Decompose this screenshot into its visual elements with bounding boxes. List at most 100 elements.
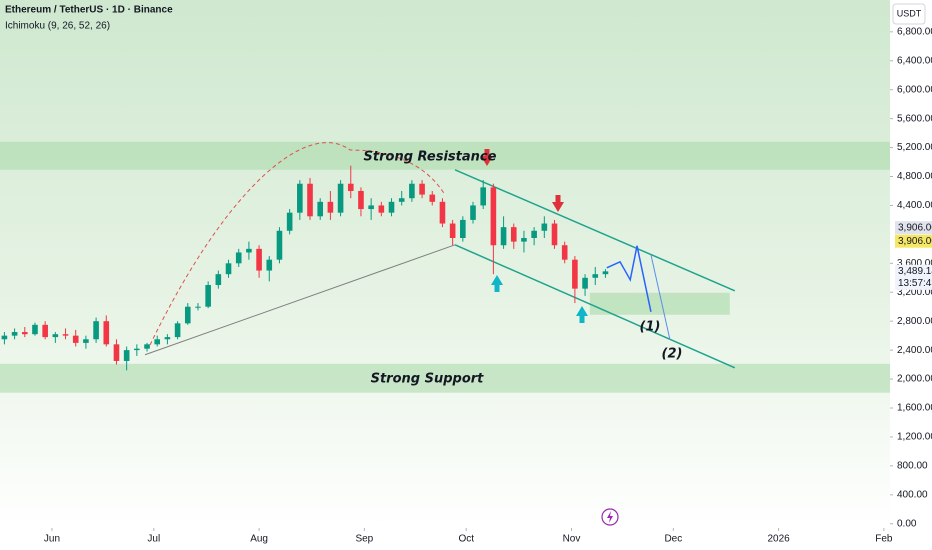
y-tick-label: 3,200.00 <box>897 287 932 298</box>
candle-body <box>164 337 171 340</box>
candle-body <box>144 344 150 349</box>
x-tick-label: Feb <box>875 534 893 545</box>
candle-body <box>286 212 293 231</box>
candle-body <box>113 344 120 361</box>
projection-path <box>650 254 671 340</box>
price-tag-label: 3,906.00 <box>898 236 932 247</box>
candle-body <box>21 332 28 335</box>
projection-label: (2) <box>662 347 683 362</box>
price-zone <box>0 363 890 393</box>
candle-body <box>256 248 262 271</box>
price-tag <box>895 221 932 235</box>
candle-body <box>510 227 517 242</box>
candle-body <box>205 285 211 307</box>
candle-body <box>62 334 69 336</box>
last-price-tag <box>895 264 932 290</box>
target-box <box>589 292 730 315</box>
candle-body <box>490 187 497 246</box>
currency-button[interactable] <box>892 3 926 25</box>
candle-body <box>347 183 354 191</box>
y-tick-label: 2,400.00 <box>897 345 932 356</box>
candle-body <box>297 183 303 213</box>
candle-body <box>470 205 476 220</box>
y-tick-label: 800.00 <box>897 461 928 472</box>
candle-body <box>551 223 558 246</box>
candle-body <box>276 230 283 260</box>
candle-body <box>266 259 273 271</box>
candle-body <box>592 274 599 278</box>
candle-body <box>368 205 374 210</box>
up-arrow <box>491 275 503 285</box>
candle-body <box>449 223 456 238</box>
zone-label: Strong Support <box>371 372 485 387</box>
y-tick-label: 1,600.00 <box>897 403 932 414</box>
y-tick-label: 400.00 <box>897 489 928 500</box>
candle-body <box>225 263 232 275</box>
down-arrow <box>555 195 561 203</box>
currency-label[interactable]: USDT <box>897 8 922 18</box>
candle-body <box>460 219 466 238</box>
event-icon[interactable] <box>601 508 619 526</box>
x-tick-label: Aug <box>250 534 268 545</box>
plot-background <box>0 0 890 528</box>
candle-body <box>246 248 252 253</box>
down-arrow <box>552 202 564 212</box>
candle-body <box>439 201 446 224</box>
candle-body <box>52 334 59 338</box>
candle-body <box>42 324 48 338</box>
candle-body <box>154 339 161 345</box>
x-tick-label: Sep <box>355 534 373 545</box>
candle-body <box>134 348 140 351</box>
up-arrow <box>576 306 588 316</box>
candle-body <box>174 323 181 338</box>
up-arrow <box>494 284 500 292</box>
channel-line <box>454 244 736 369</box>
candle-body <box>500 227 507 246</box>
channel-line <box>454 169 736 292</box>
candle-body <box>582 277 588 289</box>
x-tick-label: Oct <box>458 534 474 545</box>
candle-body <box>429 194 436 202</box>
y-tick-label: 2,000.00 <box>897 374 932 385</box>
y-tick-label: 6,000.00 <box>897 84 932 95</box>
y-tick-label: 2,800.00 <box>897 316 932 327</box>
y-tick-label: 4,400.00 <box>897 200 932 211</box>
candle-body <box>572 259 578 289</box>
last-price-label: 3,489.14 <box>898 266 932 277</box>
y-tick-label: 5,600.00 <box>897 113 932 124</box>
event-icon[interactable] <box>607 511 613 523</box>
x-tick-label: Jun <box>44 534 60 545</box>
candle-body <box>561 245 568 260</box>
candle-body <box>32 324 38 335</box>
x-tick-label: Jul <box>147 534 160 545</box>
price-tag-label: 3,906.00 <box>898 222 932 233</box>
y-tick-label: 5,200.00 <box>897 142 932 153</box>
candle-body <box>327 201 334 213</box>
x-tick-label: Dec <box>664 534 682 545</box>
trend-line <box>144 244 456 356</box>
up-arrow <box>579 315 585 323</box>
price-zone <box>0 141 890 170</box>
down-arrow <box>484 149 490 157</box>
y-tick-label: 1,200.00 <box>897 432 932 443</box>
candle-body <box>103 321 110 345</box>
candle-body <box>531 230 537 238</box>
candle-body <box>83 339 89 343</box>
candle-body <box>307 183 313 217</box>
y-tick-label: 4,800.00 <box>897 171 932 182</box>
candle-body <box>419 183 425 195</box>
candle-body <box>388 201 395 213</box>
price-tag <box>895 234 932 248</box>
candle-body <box>409 183 415 199</box>
projection-label: (1) <box>640 320 661 335</box>
indicator-label: Ichimoku (9, 26, 52, 26) <box>5 21 110 32</box>
down-arrow <box>481 156 493 166</box>
candle-body <box>337 183 344 213</box>
candle-body <box>541 223 548 231</box>
x-tick-label: 2026 <box>767 534 790 545</box>
candle-body <box>1 335 8 340</box>
y-tick-label: 3,600.00 <box>897 258 932 269</box>
chart-title: Ethereum / TetherUS · 1D · Binance <box>5 5 173 16</box>
